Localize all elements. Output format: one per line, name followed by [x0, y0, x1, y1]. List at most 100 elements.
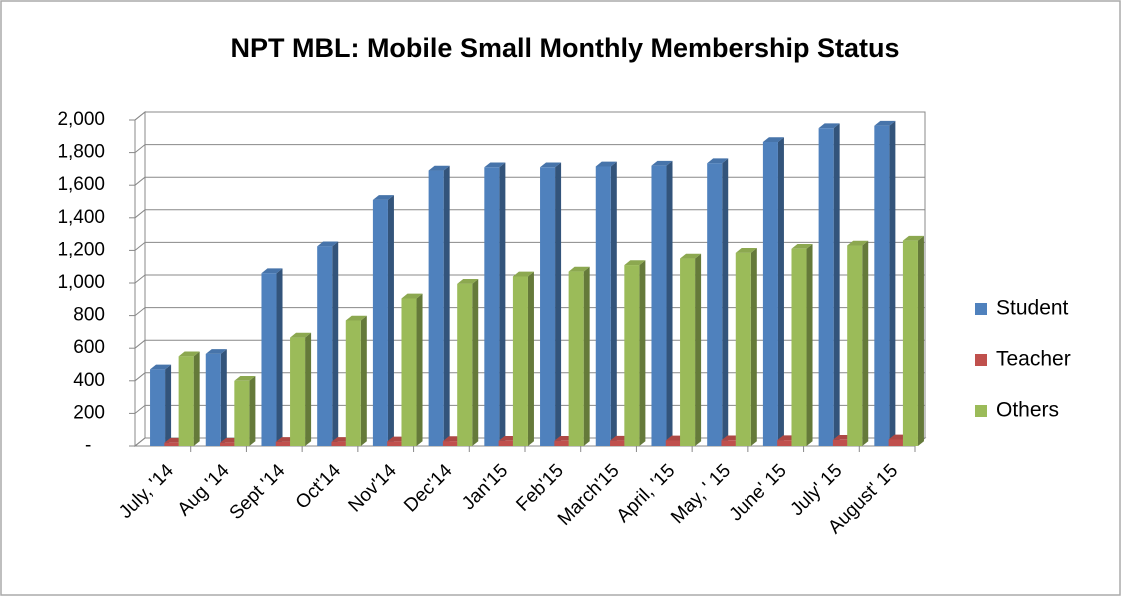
bar: [554, 440, 570, 446]
bar-side: [276, 268, 283, 446]
bar-side: [777, 137, 784, 446]
bar-side: [360, 315, 367, 446]
bar: [568, 271, 584, 446]
y-tick-label: 1,000: [57, 272, 105, 293]
grid-line: [134, 405, 146, 414]
bar-top: [847, 240, 869, 246]
bar: [484, 167, 500, 446]
bar-side: [555, 162, 562, 446]
bar-side: [833, 123, 840, 446]
bar-top: [484, 162, 506, 168]
bar: [345, 320, 361, 446]
bar-top: [205, 349, 227, 354]
bar-side: [917, 235, 924, 446]
y-tick-label: 1,600: [57, 174, 105, 195]
y-tick-label: 600: [73, 337, 105, 358]
grid-line: [134, 144, 146, 153]
bar-side: [722, 158, 729, 446]
bar-top: [317, 241, 339, 247]
bar-side: [249, 376, 256, 446]
bar-top: [261, 268, 283, 274]
bar-side: [332, 241, 339, 446]
legend-swatch: [975, 405, 987, 417]
bar: [610, 440, 626, 446]
legend-swatch: [975, 303, 987, 315]
bar-top: [401, 293, 423, 299]
bar: [595, 166, 611, 446]
grid-line: [134, 242, 146, 251]
grid-line: [134, 176, 146, 186]
bar: [164, 442, 180, 446]
bar: [150, 369, 166, 446]
grid-line: [134, 274, 146, 284]
bar-side: [583, 266, 590, 446]
bar-top: [234, 376, 256, 381]
bar: [220, 442, 236, 446]
bar: [428, 170, 444, 446]
grid-line: [134, 339, 146, 349]
y-tick-label: 800: [73, 305, 105, 326]
bar: [651, 165, 667, 446]
y-tick-label: 1,200: [57, 239, 105, 260]
bar-top: [902, 235, 924, 241]
bar-side: [416, 293, 423, 446]
bar-top: [178, 351, 200, 357]
bar: [387, 441, 403, 446]
bar: [902, 240, 918, 446]
bar: [777, 440, 793, 446]
bar-side: [806, 243, 813, 446]
bar-top: [791, 243, 813, 249]
y-tick-label: 200: [73, 402, 105, 423]
bar: [791, 248, 807, 446]
bar-top: [595, 161, 617, 167]
bar: [874, 125, 890, 446]
bar-side: [305, 332, 312, 446]
bar-top: [540, 162, 562, 168]
y-tick-label: -: [85, 435, 91, 456]
y-tick-label: 1,400: [57, 207, 105, 228]
bar-top: [512, 271, 534, 277]
bar: [317, 246, 333, 446]
bar: [707, 163, 723, 446]
bar-side: [527, 271, 534, 446]
bar: [401, 298, 417, 446]
bar: [762, 142, 778, 446]
bar: [275, 441, 291, 446]
y-tick-label: 1,800: [57, 142, 105, 163]
bar-top: [818, 123, 840, 129]
grid-line: [134, 209, 146, 219]
legend-label: Teacher: [996, 348, 1071, 371]
bar: [847, 245, 863, 446]
bar: [372, 199, 388, 446]
bar: [512, 276, 528, 446]
grid-line: [134, 437, 146, 447]
bar-top: [372, 195, 394, 200]
bar-side: [220, 349, 227, 446]
bar: [178, 356, 194, 446]
bar: [290, 337, 306, 446]
bar-top: [874, 120, 896, 126]
bar: [331, 441, 347, 446]
bar-top: [150, 364, 172, 370]
bar: [540, 167, 556, 446]
bar-side: [889, 120, 896, 446]
bar-top: [707, 158, 729, 164]
y-tick-label: 2,000: [57, 109, 105, 130]
bar-side: [193, 351, 200, 446]
bar-top: [762, 137, 784, 143]
bar-top: [428, 165, 450, 171]
chart-title: NPT MBL: Mobile Small Monthly Membership…: [230, 33, 899, 63]
bar-top: [457, 279, 479, 284]
bar: [832, 439, 848, 446]
bar-side: [387, 195, 394, 446]
grid-line: [134, 372, 146, 382]
bar-top: [651, 160, 673, 166]
bar: [205, 353, 221, 446]
bar: [261, 273, 277, 446]
bar-side: [862, 240, 869, 446]
y-tick-label: 400: [73, 370, 105, 391]
bar-top: [680, 253, 702, 259]
bar-side: [750, 248, 757, 446]
